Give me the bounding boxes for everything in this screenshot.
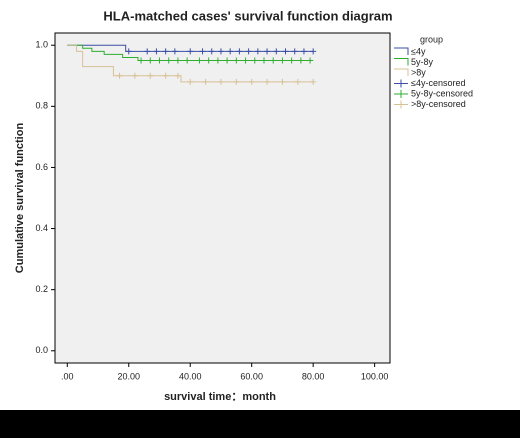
censor-mark <box>171 48 178 55</box>
censor-mark <box>199 48 206 55</box>
censor-mark <box>174 72 181 79</box>
legend-symbol <box>394 90 408 98</box>
legend-label: >8y <box>411 67 426 77</box>
x-tick-label: .00 <box>61 371 74 381</box>
censor-mark <box>147 57 154 64</box>
censor-mark <box>214 57 221 64</box>
y-tick-label: 0.4 <box>35 223 48 233</box>
legend-label: 5y-8y-censored <box>411 88 473 98</box>
censor-mark <box>162 72 169 79</box>
chart-title: HLA-matched cases' survival function dia… <box>103 8 392 23</box>
y-tick-label: 0.0 <box>35 345 48 355</box>
censor-mark <box>116 72 123 79</box>
censor-mark <box>202 78 209 85</box>
censor-mark <box>251 57 258 64</box>
censor-mark <box>279 57 286 64</box>
x-tick-label: 100.00 <box>361 371 389 381</box>
x-tick-label: 60.00 <box>240 371 263 381</box>
censor-mark <box>307 57 314 64</box>
y-axis-label: Cumulative survival function <box>14 123 26 274</box>
censor-mark <box>310 48 317 55</box>
censor-mark <box>144 48 151 55</box>
x-tick-label: 80.00 <box>302 371 325 381</box>
legend-symbol <box>394 100 408 109</box>
censor-mark <box>224 57 231 64</box>
censor-mark <box>245 48 252 55</box>
censor-mark <box>196 57 203 64</box>
censor-mark <box>233 78 240 85</box>
legend-label: 5y-8y <box>411 57 434 67</box>
censor-mark <box>233 57 240 64</box>
y-tick-label: 0.6 <box>35 162 48 172</box>
censor-mark <box>273 48 280 55</box>
y-tick-label: 0.8 <box>35 101 48 111</box>
survival-curve <box>67 44 314 61</box>
censor-mark <box>138 57 145 64</box>
censor-mark <box>162 48 169 55</box>
censor-mark <box>300 48 307 55</box>
censor-mark <box>254 48 261 55</box>
legend-label: ≤4y-censored <box>411 78 465 88</box>
censor-mark <box>208 48 215 55</box>
censor-mark <box>288 57 295 64</box>
censor-mark <box>187 48 194 55</box>
censor-mark <box>236 48 243 55</box>
legend-symbol <box>394 47 409 55</box>
censor-mark <box>227 48 234 55</box>
x-tick-label: 40.00 <box>179 371 202 381</box>
censor-mark <box>282 48 289 55</box>
censor-mark <box>205 57 212 64</box>
censor-mark <box>217 78 224 85</box>
censor-mark <box>187 78 194 85</box>
censor-mark <box>242 57 249 64</box>
censor-mark <box>174 57 181 64</box>
y-tick-label: 0.2 <box>35 284 48 294</box>
legend-symbol <box>394 68 409 76</box>
legend-symbol <box>394 58 409 66</box>
legend-label: >8y-censored <box>411 99 466 109</box>
survival-curve <box>67 44 314 83</box>
censor-mark <box>297 57 304 64</box>
censor-mark <box>291 48 298 55</box>
y-tick-label: 1.0 <box>35 40 48 50</box>
x-tick-label: 20.00 <box>117 371 140 381</box>
x-axis-label: survival time：month <box>164 391 276 403</box>
bottom-band <box>0 410 520 438</box>
censor-mark <box>270 57 277 64</box>
censor-mark <box>147 72 154 79</box>
censor-mark <box>153 48 160 55</box>
censor-mark <box>310 78 317 85</box>
censor-mark <box>125 48 132 55</box>
censor-mark <box>264 78 271 85</box>
plot-area <box>54 32 391 364</box>
censor-mark <box>165 57 172 64</box>
censor-mark <box>184 57 191 64</box>
censor-mark <box>131 72 138 79</box>
censor-mark <box>156 57 163 64</box>
censor-mark <box>279 78 286 85</box>
legend-title: group <box>420 34 443 44</box>
legend-symbol <box>394 79 408 88</box>
censor-mark <box>248 78 255 85</box>
censor-mark <box>294 78 301 85</box>
censor-mark <box>217 48 224 55</box>
censor-mark <box>260 57 267 64</box>
censor-mark <box>264 48 271 55</box>
legend-label: ≤4y <box>411 46 426 56</box>
